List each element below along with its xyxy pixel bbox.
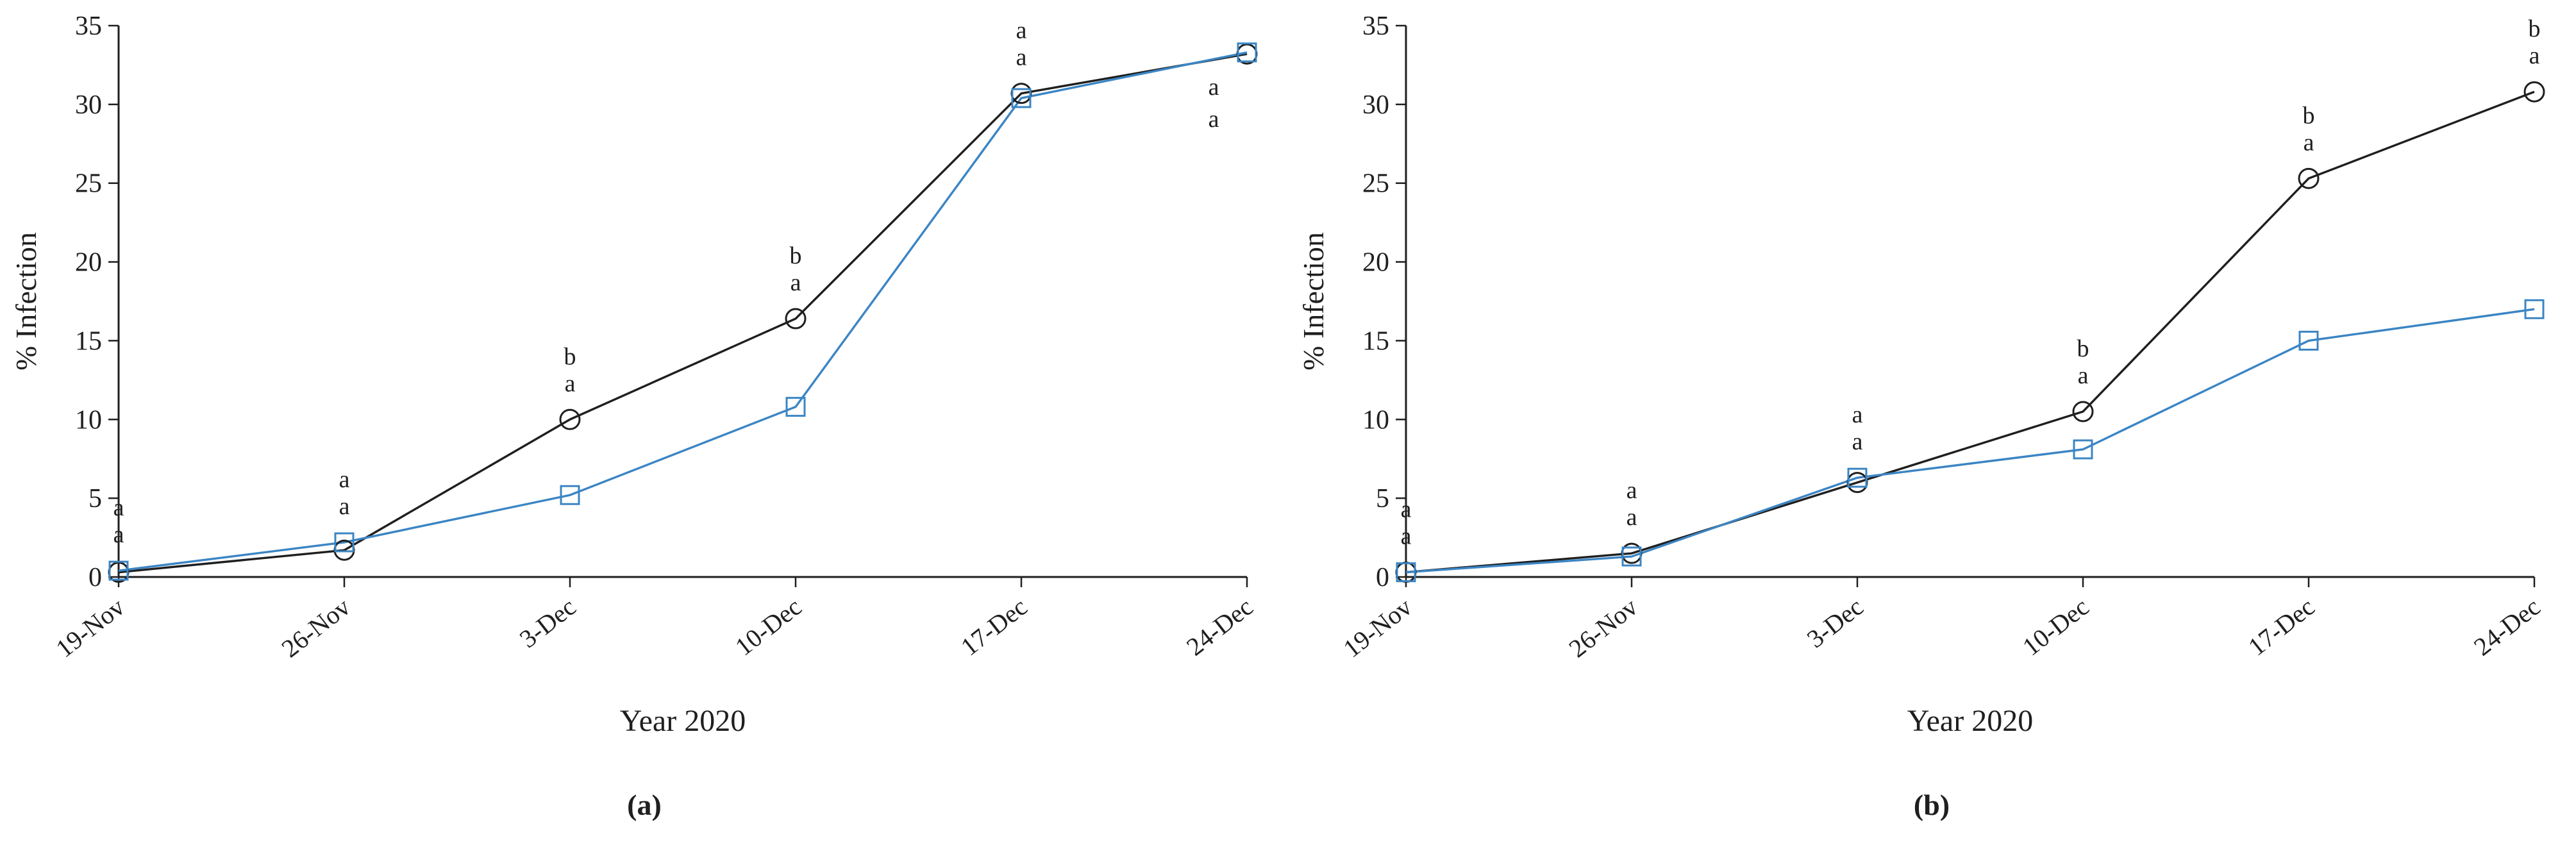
- square-marker: [1847, 467, 1868, 488]
- square-marker: [785, 397, 806, 417]
- y-tick-label: 35: [75, 12, 102, 41]
- y-tick-label: 0: [88, 563, 102, 592]
- significance-letter: a: [565, 370, 576, 397]
- series-line-circle-black: [1405, 90, 2535, 574]
- x-axis-ticks: 19-Nov 26-Nov 3-Dec 10-Dec 17-Dec 24-Dec: [51, 577, 1259, 663]
- y-tick-label: 20: [75, 248, 102, 278]
- significance-letter: a: [790, 269, 801, 296]
- y-axis-title: % Infection: [10, 232, 42, 371]
- panel-b: 0 5 10 15 20 25 30 35 19-Nov 26-Nov 3-Dec 10-Dec 17-…: [1294, 6, 2570, 822]
- axes: [117, 26, 1247, 578]
- infection-line-chart-b: 0 5 10 15 20 25 30 35 19-Nov 26-Nov 3-Dec 10-Dec 17-…: [1297, 12, 2546, 738]
- y-tick-label: 15: [1362, 326, 1389, 356]
- significance-letter: a: [1852, 401, 1863, 428]
- significance-letter: a: [113, 521, 124, 548]
- square-marker: [334, 532, 355, 553]
- y-tick-label: 5: [1376, 484, 1389, 514]
- x-tick-label: 3-Dec: [514, 592, 581, 654]
- x-tick-label: 24-Dec: [1181, 592, 1258, 662]
- x-tick-label: 26-Nov: [1564, 592, 1643, 664]
- infection-line-chart-a: 0 5 10 15 20 25 30 35 19-Nov 26-Nov 3-Dec 10-Dec 17-…: [10, 12, 1259, 738]
- significance-letter: a: [1401, 496, 1412, 523]
- x-tick-label: 3-Dec: [1802, 592, 1869, 654]
- significance-letter: a: [1209, 106, 1219, 133]
- y-axis-title: % Infection: [1297, 232, 1330, 371]
- x-axis-title: Year 2020: [620, 704, 746, 738]
- series-line-square-blue: [1405, 308, 2535, 574]
- x-tick-label: 17-Dec: [2243, 592, 2320, 662]
- square-marker: [2298, 330, 2319, 351]
- square-marker: [1237, 42, 1257, 63]
- x-tick-label: 10-Dec: [730, 592, 807, 662]
- y-tick-label: 5: [88, 484, 102, 514]
- circle-marker: [559, 408, 581, 430]
- y-axis-ticks: 0 5 10 15 20 25 30 35: [1362, 12, 1406, 592]
- two-panel-infection-figure: 0 5 10 15 20 25 30 35 19-Nov 26-Nov 3-Dec 10-Dec 17-…: [6, 6, 2570, 822]
- circle-marker: [2298, 167, 2320, 189]
- y-tick-label: 35: [1362, 12, 1389, 41]
- square-marker: [1621, 546, 1642, 567]
- significance-letter: a: [1401, 523, 1412, 550]
- significance-letter: b: [564, 343, 576, 370]
- significance-letter: a: [1627, 504, 1637, 531]
- series-line-square-blue: [118, 51, 1248, 572]
- significance-letter: a: [1016, 17, 1027, 44]
- x-tick-label: 10-Dec: [2017, 592, 2094, 662]
- y-tick-label: 30: [75, 90, 102, 120]
- significance-letter: b: [2529, 15, 2541, 42]
- significance-letter: a: [2304, 129, 2314, 156]
- panel-a: 0 5 10 15 20 25 30 35 19-Nov 26-Nov 3-Dec 10-Dec 17-…: [6, 6, 1282, 822]
- square-marker: [108, 560, 129, 581]
- x-tick-label: 17-Dec: [955, 592, 1032, 662]
- significance-letter: a: [1852, 428, 1863, 455]
- significance-letter: b: [2077, 335, 2089, 362]
- significance-letter: a: [1016, 44, 1027, 71]
- square-marker: [1396, 562, 1416, 583]
- y-tick-label: 30: [1362, 90, 1389, 120]
- y-tick-label: 20: [1362, 248, 1389, 278]
- x-tick-label: 19-Nov: [51, 592, 130, 664]
- significance-letter: b: [2303, 102, 2315, 129]
- y-tick-label: 25: [75, 169, 102, 199]
- square-marker: [560, 485, 580, 505]
- y-tick-label: 10: [1362, 405, 1389, 435]
- square-marker: [2524, 299, 2545, 319]
- x-tick-label: 24-Dec: [2468, 592, 2545, 662]
- y-axis-ticks: 0 5 10 15 20 25 30 35: [75, 12, 119, 592]
- circle-marker: [785, 308, 807, 330]
- significance-letter: a: [2529, 42, 2540, 69]
- significance-letter: b: [790, 242, 802, 269]
- panel-caption-a: (a): [627, 789, 662, 821]
- y-tick-label: 0: [1376, 563, 1389, 592]
- significance-letter: a: [339, 493, 350, 520]
- square-marker: [2073, 439, 2093, 460]
- circle-marker: [2523, 81, 2545, 103]
- x-axis-title: Year 2020: [1907, 704, 2033, 738]
- x-axis-ticks: 19-Nov 26-Nov 3-Dec 10-Dec 17-Dec 24-Dec: [1338, 577, 2546, 663]
- series-line-circle-black: [118, 53, 1248, 574]
- circle-marker: [2072, 401, 2094, 422]
- significance-letter: a: [113, 494, 124, 521]
- square-marker: [1011, 88, 1032, 108]
- significance-letter: a: [1209, 74, 1219, 101]
- y-tick-label: 15: [75, 326, 102, 356]
- significance-letter: a: [2078, 362, 2089, 389]
- y-tick-label: 10: [75, 405, 102, 435]
- y-tick-label: 25: [1362, 169, 1389, 199]
- x-tick-label: 26-Nov: [276, 592, 356, 664]
- significance-letter: a: [339, 466, 350, 493]
- panel-caption-b: (b): [1913, 789, 1950, 821]
- axes: [1405, 26, 2534, 578]
- x-tick-label: 19-Nov: [1338, 592, 1418, 664]
- significance-letter: a: [1627, 477, 1637, 504]
